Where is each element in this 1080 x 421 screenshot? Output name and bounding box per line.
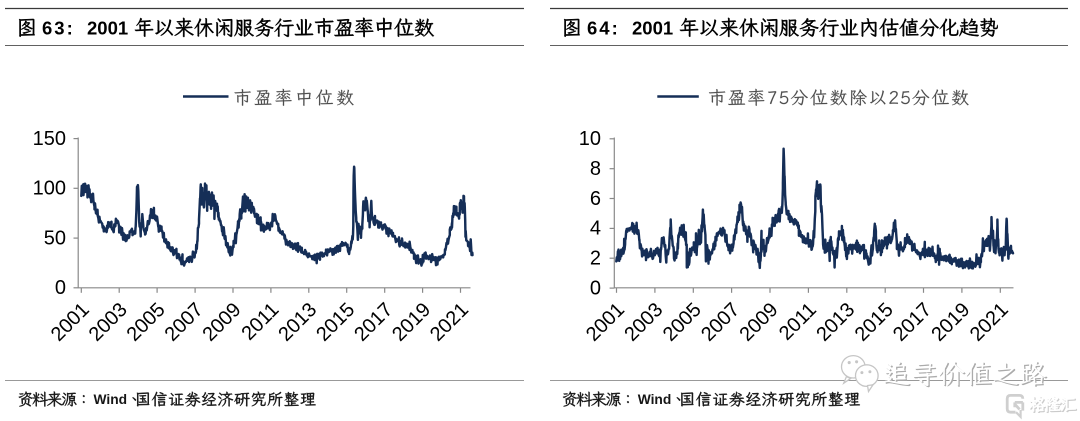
svg-text:2001: 2001	[87, 18, 128, 39]
svg-text:10: 10	[579, 128, 601, 150]
svg-text:0: 0	[590, 277, 601, 299]
svg-text:150: 150	[33, 128, 66, 150]
svg-text:100: 100	[33, 178, 66, 200]
svg-text:64:: 64:	[587, 18, 620, 39]
svg-text:50: 50	[44, 227, 66, 249]
svg-text:4: 4	[590, 218, 601, 240]
svg-text:63:: 63:	[42, 18, 75, 39]
svg-text:2: 2	[590, 248, 601, 270]
svg-text:Wind: Wind	[638, 392, 672, 407]
svg-text:8: 8	[590, 158, 601, 180]
svg-text:2001: 2001	[632, 18, 673, 39]
svg-text:Wind: Wind	[94, 392, 128, 407]
svg-text:6: 6	[590, 188, 601, 210]
svg-text:0: 0	[55, 277, 66, 299]
